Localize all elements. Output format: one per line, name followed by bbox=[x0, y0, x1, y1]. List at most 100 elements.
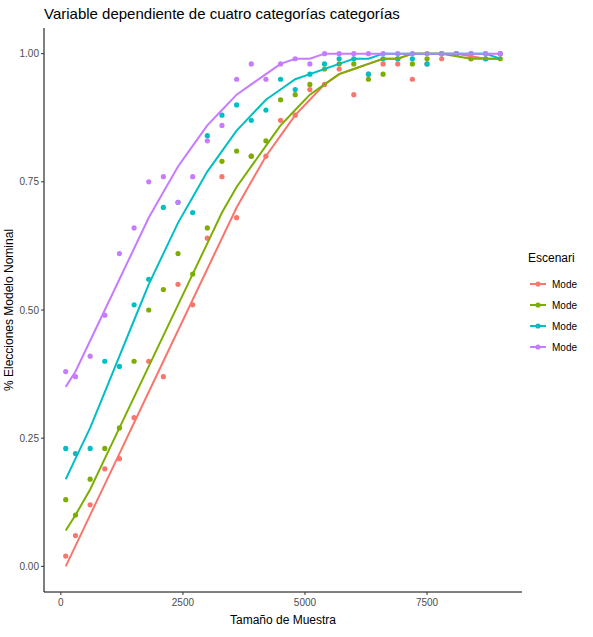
point bbox=[249, 154, 254, 159]
point bbox=[337, 56, 342, 61]
point bbox=[424, 61, 429, 66]
point bbox=[307, 82, 312, 87]
point bbox=[146, 307, 151, 312]
point bbox=[175, 200, 180, 205]
point bbox=[88, 446, 93, 451]
legend-label: Mode bbox=[552, 342, 577, 353]
point bbox=[161, 205, 166, 210]
point bbox=[205, 225, 210, 230]
point bbox=[161, 174, 166, 179]
point bbox=[249, 154, 254, 159]
point bbox=[439, 56, 444, 61]
smooth-line bbox=[66, 54, 501, 567]
point bbox=[88, 354, 93, 359]
point bbox=[205, 133, 210, 138]
x-tick-label: 7500 bbox=[416, 597, 439, 608]
legend-label: Mode bbox=[552, 300, 577, 311]
legend-label: Mode bbox=[552, 321, 577, 332]
smooth-line bbox=[66, 54, 501, 387]
point bbox=[410, 61, 415, 66]
point bbox=[234, 215, 239, 220]
point bbox=[117, 251, 122, 256]
point bbox=[395, 61, 400, 66]
point bbox=[102, 359, 107, 364]
legend-label: Mode bbox=[552, 279, 577, 290]
title: Variable dependiente de cuatro categoría… bbox=[44, 5, 400, 22]
point bbox=[380, 61, 385, 66]
point bbox=[219, 159, 224, 164]
point bbox=[190, 210, 195, 215]
x-tick bbox=[60, 592, 61, 595]
point bbox=[63, 497, 68, 502]
smooth-line bbox=[66, 54, 501, 531]
point bbox=[366, 72, 371, 77]
point bbox=[161, 287, 166, 292]
point bbox=[293, 87, 298, 92]
point bbox=[410, 77, 415, 82]
y-tick-label: 0.50 bbox=[20, 305, 40, 316]
point bbox=[88, 502, 93, 507]
point bbox=[205, 138, 210, 143]
point bbox=[424, 56, 429, 61]
point bbox=[278, 77, 283, 82]
x-axis-line bbox=[44, 592, 522, 593]
point bbox=[73, 533, 78, 538]
point bbox=[63, 369, 68, 374]
point bbox=[293, 92, 298, 97]
point bbox=[102, 446, 107, 451]
y-tick bbox=[41, 310, 44, 311]
point bbox=[190, 174, 195, 179]
y-tick-label: 1.00 bbox=[20, 48, 40, 59]
y-tick-label: 0.75 bbox=[20, 176, 40, 187]
point bbox=[249, 61, 254, 66]
point bbox=[380, 72, 385, 77]
point bbox=[161, 374, 166, 379]
y-tick-label: 0.00 bbox=[20, 561, 40, 572]
legend-marker bbox=[535, 281, 540, 286]
point bbox=[337, 66, 342, 71]
point bbox=[175, 251, 180, 256]
point bbox=[278, 97, 283, 102]
legend-marker bbox=[535, 344, 540, 349]
y-tick bbox=[41, 566, 44, 567]
point bbox=[307, 61, 312, 66]
point bbox=[351, 61, 356, 66]
point bbox=[322, 61, 327, 66]
point bbox=[117, 364, 122, 369]
y-tick bbox=[41, 181, 44, 182]
x-tick bbox=[427, 592, 428, 595]
point bbox=[263, 77, 268, 82]
point bbox=[131, 302, 136, 307]
legend-marker bbox=[535, 323, 540, 328]
point bbox=[234, 102, 239, 107]
point bbox=[131, 359, 136, 364]
chart: Variable dependiente de cuatro categoría… bbox=[0, 0, 593, 637]
point bbox=[175, 200, 180, 205]
legend-title: Escenari bbox=[528, 251, 575, 265]
point bbox=[351, 92, 356, 97]
point bbox=[366, 72, 371, 77]
y-tick-label: 0.25 bbox=[20, 433, 40, 444]
point bbox=[234, 148, 239, 153]
x-tick-label: 2500 bbox=[172, 597, 195, 608]
point bbox=[234, 77, 239, 82]
legend-marker bbox=[535, 302, 540, 307]
point bbox=[175, 282, 180, 287]
x-tick bbox=[304, 592, 305, 595]
x-tick-label: 5000 bbox=[294, 597, 317, 608]
point bbox=[63, 446, 68, 451]
point bbox=[219, 123, 224, 128]
x-tick bbox=[182, 592, 183, 595]
point bbox=[219, 174, 224, 179]
point bbox=[366, 77, 371, 82]
point bbox=[146, 179, 151, 184]
y-tick bbox=[41, 438, 44, 439]
point bbox=[424, 61, 429, 66]
y-axis-label: % Elecciones Modelo Nominal bbox=[2, 229, 16, 391]
plot-area bbox=[63, 51, 503, 566]
x-tick-label: 0 bbox=[58, 597, 64, 608]
point bbox=[131, 225, 136, 230]
point bbox=[263, 107, 268, 112]
point bbox=[102, 466, 107, 471]
point bbox=[88, 477, 93, 482]
